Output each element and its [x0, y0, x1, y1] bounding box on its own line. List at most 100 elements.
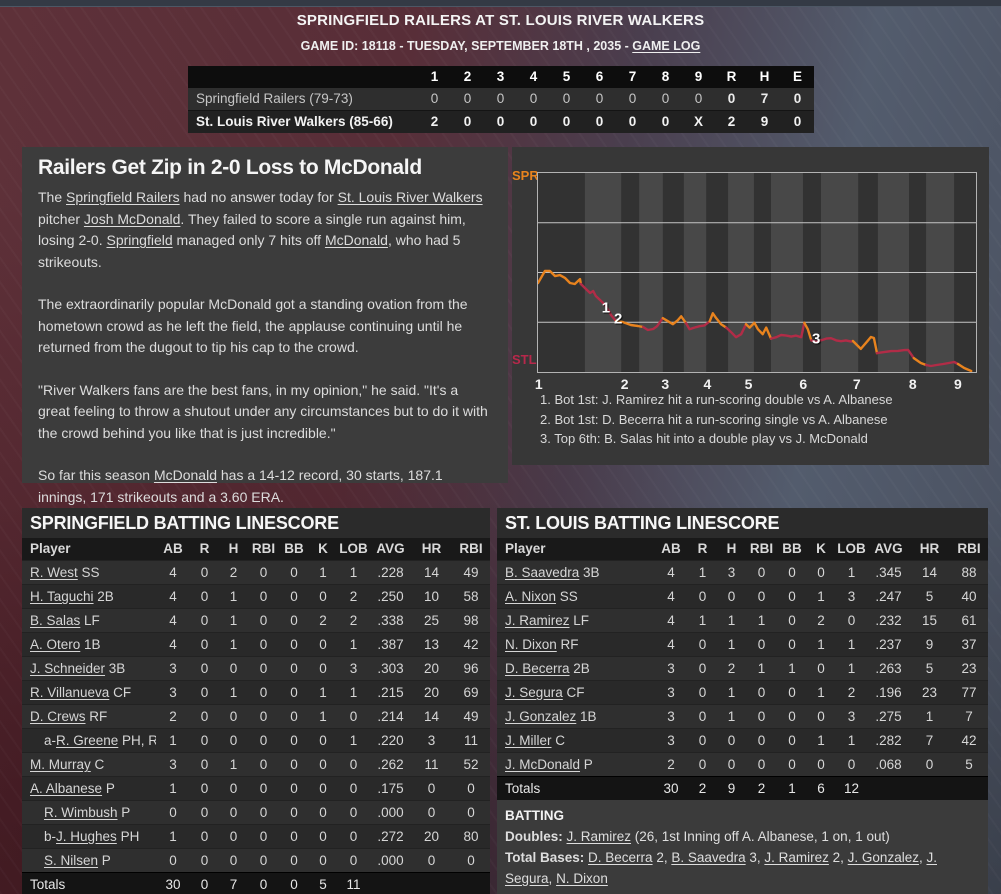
stat-cell: 0	[349, 757, 358, 772]
player-link[interactable]: J. Miller	[505, 733, 552, 748]
text-segment: pitcher	[38, 210, 84, 227]
text-segment: CF	[562, 685, 585, 700]
stat-cell: 0	[319, 829, 327, 844]
player-cell: H. Taguchi 2B	[22, 585, 156, 608]
player-link[interactable]: J. Ramirez	[505, 613, 570, 628]
player-link[interactable]: Josh McDonald	[83, 210, 181, 227]
stat-cell: 0	[259, 589, 268, 604]
totals-cell: 12	[843, 781, 860, 796]
linescore-col-header: E	[792, 69, 802, 84]
stat-cell: 0	[200, 565, 209, 580]
stat-cell: 0	[319, 637, 327, 652]
column-header: AB	[661, 541, 681, 556]
player-link[interactable]: D. Becerra	[588, 850, 653, 865]
player-link[interactable]: A. Albanese	[30, 781, 103, 796]
stat-cell: .000	[377, 853, 404, 868]
stat-cell: 0	[727, 589, 736, 604]
stat-cell: 2	[169, 709, 177, 724]
stat-cell: 0	[259, 709, 268, 724]
player-link[interactable]: J. Segura	[505, 685, 563, 700]
player-link[interactable]: J. Gonzalez	[847, 850, 919, 865]
player-link[interactable]: R. Villanueva	[30, 685, 110, 700]
stat-cell: 0	[467, 805, 475, 820]
away-batting-panel: SPRINGFIELD BATTING LINESCORE Player AB R H R…	[22, 508, 490, 894]
text-segment: CF	[109, 685, 132, 700]
player-link[interactable]: A. Otero	[30, 637, 81, 652]
stat-cell: 0	[290, 853, 298, 868]
stat-cell: 1	[229, 685, 238, 700]
player-link[interactable]: J. Schneider	[30, 661, 106, 676]
game-log-link[interactable]: GAME LOG	[632, 39, 701, 53]
chart-x-tick: 9	[954, 376, 962, 392]
column-header: H	[726, 541, 737, 556]
stat-cell: 1	[727, 637, 736, 652]
player-link[interactable]: B. Saavedra	[505, 565, 580, 580]
stat-cell: 4	[667, 565, 675, 580]
text-segment: , who had 5 strikeouts.	[38, 232, 461, 270]
player-link[interactable]: N. Dixon	[505, 637, 557, 652]
player-cell: N. Dixon RF	[497, 633, 654, 656]
player-link[interactable]: J. Ramirez	[764, 850, 829, 865]
player-link[interactable]: J. Gonzalez	[505, 709, 577, 724]
chart-x-tick: 7	[852, 376, 861, 392]
team-name: St. Louis River Walkers (85-66)	[196, 114, 393, 129]
article-paragraph: The Springfield Railers had no answer to…	[38, 187, 492, 273]
table-row: A. Albanese P 1 0 0 0 0 0 0 .175 0 0	[22, 776, 490, 800]
player-link[interactable]: N. Dixon	[556, 871, 608, 886]
player-link[interactable]: M. Murray	[30, 757, 91, 772]
column-header: HR	[919, 541, 940, 556]
player-link[interactable]: H. Taguchi	[30, 589, 94, 604]
player-link[interactable]: Springfield Railers	[66, 189, 180, 205]
player-link[interactable]: D. Crews	[30, 709, 86, 724]
stat-cell: 1	[349, 565, 358, 580]
stat-cell: .338	[377, 613, 404, 628]
player-link[interactable]: J. McDonald	[505, 757, 581, 772]
stat-cell: 0	[847, 757, 856, 772]
stat-cell: 3	[667, 733, 675, 748]
stat-cell: 0	[788, 637, 796, 652]
player-cell: J. Schneider 3B	[22, 657, 156, 680]
totals-cell: 11	[346, 877, 361, 892]
player-link[interactable]: J. Segura	[505, 850, 937, 886]
column-header: Player	[30, 541, 71, 556]
stat-cell: 3	[667, 661, 675, 676]
stat-cell: .220	[377, 733, 404, 748]
stat-cell: 0	[925, 757, 934, 772]
inning-value: 0	[595, 91, 604, 106]
player-link[interactable]: J. Ramirez	[566, 829, 632, 844]
player-link[interactable]: B. Salas	[30, 613, 81, 628]
totals-row: Totals 30 0 7 0 0 5 11	[22, 872, 490, 894]
player-cell: A. Otero 1B	[22, 633, 156, 656]
article-headline: Railers Get Zip in 2-0 Loss to McDonald	[38, 156, 422, 179]
stat-cell: 0	[229, 853, 238, 868]
player-cell: J. Gonzalez 1B	[497, 705, 654, 728]
stat-cell: 4	[169, 637, 177, 652]
stat-cell: 14	[423, 709, 440, 724]
player-link[interactable]: R. Greene	[56, 733, 119, 748]
recap-article: Railers Get Zip in 2-0 Loss to McDonald …	[22, 147, 508, 505]
text-segment: The	[38, 189, 67, 205]
inning-value: 0	[529, 91, 538, 106]
text-segment: C	[551, 733, 565, 748]
player-link[interactable]: R. Wimbush	[44, 805, 118, 820]
stat-cell: 0	[290, 565, 298, 580]
stat-cell: 42	[463, 637, 479, 652]
stat-cell: 1	[229, 757, 238, 772]
player-link[interactable]: McDonald	[324, 232, 388, 248]
player-link[interactable]: A. Nixon	[505, 589, 557, 604]
totals-cell: 2	[757, 781, 766, 796]
stat-cell: 0	[788, 709, 796, 724]
player-link[interactable]: S. Nilsen	[44, 853, 99, 868]
player-cell: R. West SS	[22, 561, 156, 584]
player-link[interactable]: St. Louis River Walkers	[337, 189, 483, 205]
player-link[interactable]: McDonald	[153, 467, 217, 483]
stat-cell: 0	[698, 757, 707, 772]
player-link[interactable]: D. Becerra	[505, 661, 570, 676]
player-link[interactable]: Springfield	[106, 232, 173, 248]
player-link[interactable]: B. Saavedra	[671, 850, 746, 865]
player-link[interactable]: J. Hughes	[56, 829, 117, 844]
stat-cell: 0	[788, 565, 796, 580]
text-segment: 3B	[579, 565, 600, 580]
player-link[interactable]: R. West	[30, 565, 78, 580]
stat-cell: 0	[200, 853, 209, 868]
